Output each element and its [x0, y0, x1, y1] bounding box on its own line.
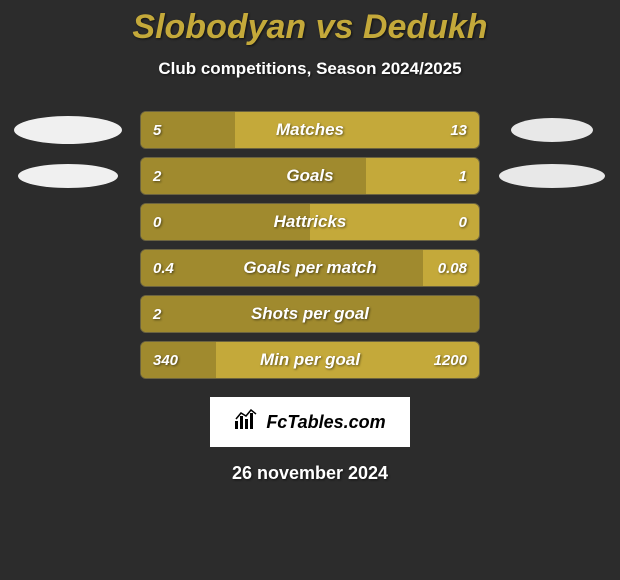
left-spacer: [8, 203, 128, 241]
player-left-logo: [14, 116, 122, 144]
stat-value-right: 13: [450, 122, 467, 139]
stat-row: 2 Shots per goal: [0, 295, 620, 333]
stat-label: Hattricks: [141, 212, 479, 232]
stat-row: 2 Goals 1: [0, 157, 620, 195]
source-badge: FcTables.com: [210, 397, 410, 447]
chart-icon: [234, 409, 260, 435]
stat-label: Goals per match: [141, 258, 479, 278]
left-logo-slot: [8, 111, 128, 149]
stat-bar-shots-per-goal: 2 Shots per goal: [140, 295, 480, 333]
date-label: 26 november 2024: [0, 463, 620, 484]
stat-row: 5 Matches 13: [0, 111, 620, 149]
left-spacer: [8, 295, 128, 333]
stat-label: Shots per goal: [141, 304, 479, 324]
right-logo-slot: [492, 111, 612, 149]
stat-label: Goals: [141, 166, 479, 186]
right-spacer: [492, 341, 612, 379]
stat-value-right: 0: [459, 214, 467, 231]
stat-value-right: 1200: [434, 352, 467, 369]
page-title: Slobodyan vs Dedukh: [0, 0, 620, 47]
stat-label: Matches: [141, 120, 479, 140]
stats-area: 5 Matches 13 2 Goals 1: [0, 111, 620, 379]
right-logo-slot: [492, 157, 612, 195]
stat-bar-min-per-goal: 340 Min per goal 1200: [140, 341, 480, 379]
stat-row: 0 Hattricks 0: [0, 203, 620, 241]
player-left-logo-2: [18, 164, 118, 188]
stat-bar-hattricks: 0 Hattricks 0: [140, 203, 480, 241]
stat-row: 340 Min per goal 1200: [0, 341, 620, 379]
source-text: FcTables.com: [266, 412, 385, 433]
right-spacer: [492, 203, 612, 241]
comparison-card: Slobodyan vs Dedukh Club competitions, S…: [0, 0, 620, 580]
stat-bar-goals-per-match: 0.4 Goals per match 0.08: [140, 249, 480, 287]
stat-bar-matches: 5 Matches 13: [140, 111, 480, 149]
stat-bar-goals: 2 Goals 1: [140, 157, 480, 195]
left-spacer: [8, 341, 128, 379]
stat-value-right: 0.08: [438, 260, 467, 277]
stat-row: 0.4 Goals per match 0.08: [0, 249, 620, 287]
left-logo-slot: [8, 157, 128, 195]
stat-label: Min per goal: [141, 350, 479, 370]
left-spacer: [8, 249, 128, 287]
right-spacer: [492, 249, 612, 287]
right-spacer: [492, 295, 612, 333]
player-right-logo-2: [499, 164, 605, 188]
subtitle: Club competitions, Season 2024/2025: [0, 59, 620, 79]
stat-value-right: 1: [459, 168, 467, 185]
player-right-logo: [511, 118, 593, 142]
